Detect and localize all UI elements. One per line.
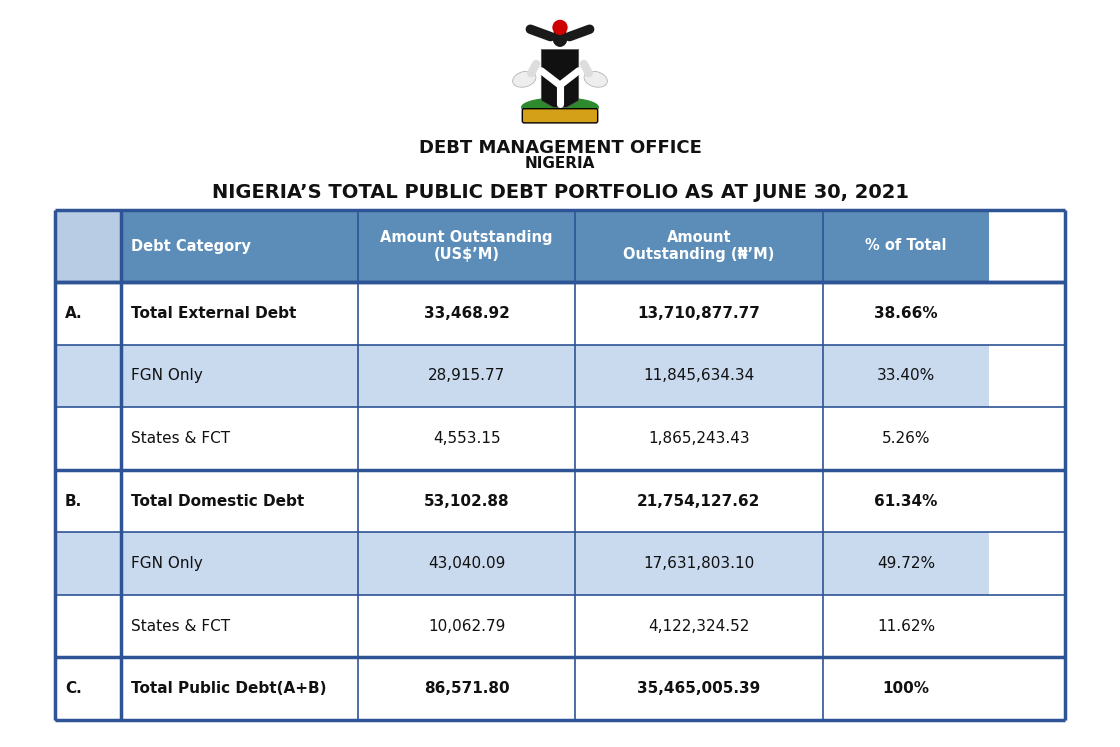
Bar (358, 470, 576, 533)
Bar (121, 595, 358, 657)
Text: 1,865,243.43: 1,865,243.43 (648, 431, 749, 446)
Bar (55, 657, 121, 720)
Bar (121, 210, 358, 282)
Text: 35,465,005.39: 35,465,005.39 (637, 681, 760, 696)
Bar (121, 344, 358, 407)
Ellipse shape (513, 71, 536, 87)
FancyArrowPatch shape (530, 29, 551, 37)
Text: % of Total: % of Total (865, 238, 946, 253)
Text: 49.72%: 49.72% (877, 556, 935, 571)
Bar (822, 533, 989, 595)
Bar (55, 210, 121, 282)
Text: FGN Only: FGN Only (131, 556, 203, 571)
Text: 21,754,127.62: 21,754,127.62 (637, 494, 760, 509)
Polygon shape (541, 49, 579, 108)
Bar (358, 595, 576, 657)
Bar (358, 344, 576, 407)
Ellipse shape (522, 98, 598, 117)
Bar (822, 282, 989, 344)
Text: 4,553.15: 4,553.15 (432, 431, 501, 446)
Bar (822, 210, 989, 282)
Text: Total External Debt: Total External Debt (131, 306, 296, 320)
Text: 86,571.80: 86,571.80 (423, 681, 510, 696)
Bar (576, 407, 822, 470)
FancyBboxPatch shape (522, 109, 598, 123)
Circle shape (552, 19, 568, 35)
Text: NIGERIA: NIGERIA (525, 155, 595, 170)
Text: States & FCT: States & FCT (131, 431, 230, 446)
Text: 28,915.77: 28,915.77 (428, 368, 505, 383)
Ellipse shape (552, 28, 568, 47)
Text: 100%: 100% (883, 681, 930, 696)
Bar (121, 533, 358, 595)
Bar (822, 470, 989, 533)
Bar (121, 470, 358, 533)
Text: Total Domestic Debt: Total Domestic Debt (131, 494, 304, 509)
Bar (358, 210, 576, 282)
Bar (55, 595, 121, 657)
Bar (121, 657, 358, 720)
Text: 38.66%: 38.66% (874, 306, 937, 320)
Text: 13,710,877.77: 13,710,877.77 (637, 306, 760, 320)
FancyArrowPatch shape (569, 29, 590, 37)
Text: Amount Outstanding
(US$’M): Amount Outstanding (US$’M) (381, 230, 553, 262)
Bar (576, 470, 822, 533)
Text: 33.40%: 33.40% (877, 368, 935, 383)
Bar (822, 657, 989, 720)
Bar (822, 344, 989, 407)
Bar (822, 407, 989, 470)
Text: 33,468.92: 33,468.92 (423, 306, 510, 320)
Bar (55, 282, 121, 344)
Text: Amount
Outstanding (₦’M): Amount Outstanding (₦’M) (623, 230, 775, 262)
Text: Debt Category: Debt Category (131, 238, 251, 253)
Text: 10,062.79: 10,062.79 (428, 619, 505, 633)
Text: 11,845,634.34: 11,845,634.34 (643, 368, 755, 383)
Text: 4,122,324.52: 4,122,324.52 (648, 619, 749, 633)
Bar (576, 344, 822, 407)
Bar (358, 407, 576, 470)
Bar (358, 533, 576, 595)
Bar (822, 595, 989, 657)
Text: 5.26%: 5.26% (881, 431, 931, 446)
Text: DEBT MANAGEMENT OFFICE: DEBT MANAGEMENT OFFICE (419, 139, 701, 157)
Text: FGN Only: FGN Only (131, 368, 203, 383)
Bar (576, 533, 822, 595)
Text: NIGERIA’S TOTAL PUBLIC DEBT PORTFOLIO AS AT JUNE 30, 2021: NIGERIA’S TOTAL PUBLIC DEBT PORTFOLIO AS… (212, 184, 908, 202)
Bar (358, 657, 576, 720)
Text: 11.62%: 11.62% (877, 619, 935, 633)
Bar (576, 657, 822, 720)
Text: B.: B. (65, 494, 82, 509)
Text: 17,631,803.10: 17,631,803.10 (643, 556, 755, 571)
Text: C.: C. (65, 681, 82, 696)
Bar (55, 344, 121, 407)
Bar (121, 407, 358, 470)
Ellipse shape (584, 71, 607, 87)
Bar (576, 210, 822, 282)
Bar (576, 595, 822, 657)
Text: States & FCT: States & FCT (131, 619, 230, 633)
Bar (55, 533, 121, 595)
Text: Total Public Debt(A+B): Total Public Debt(A+B) (131, 681, 326, 696)
Text: 43,040.09: 43,040.09 (428, 556, 505, 571)
Text: 61.34%: 61.34% (875, 494, 937, 509)
Bar (55, 407, 121, 470)
Text: A.: A. (65, 306, 83, 320)
Bar (576, 282, 822, 344)
Bar (121, 282, 358, 344)
Bar (358, 282, 576, 344)
Bar (55, 470, 121, 533)
Text: 53,102.88: 53,102.88 (423, 494, 510, 509)
